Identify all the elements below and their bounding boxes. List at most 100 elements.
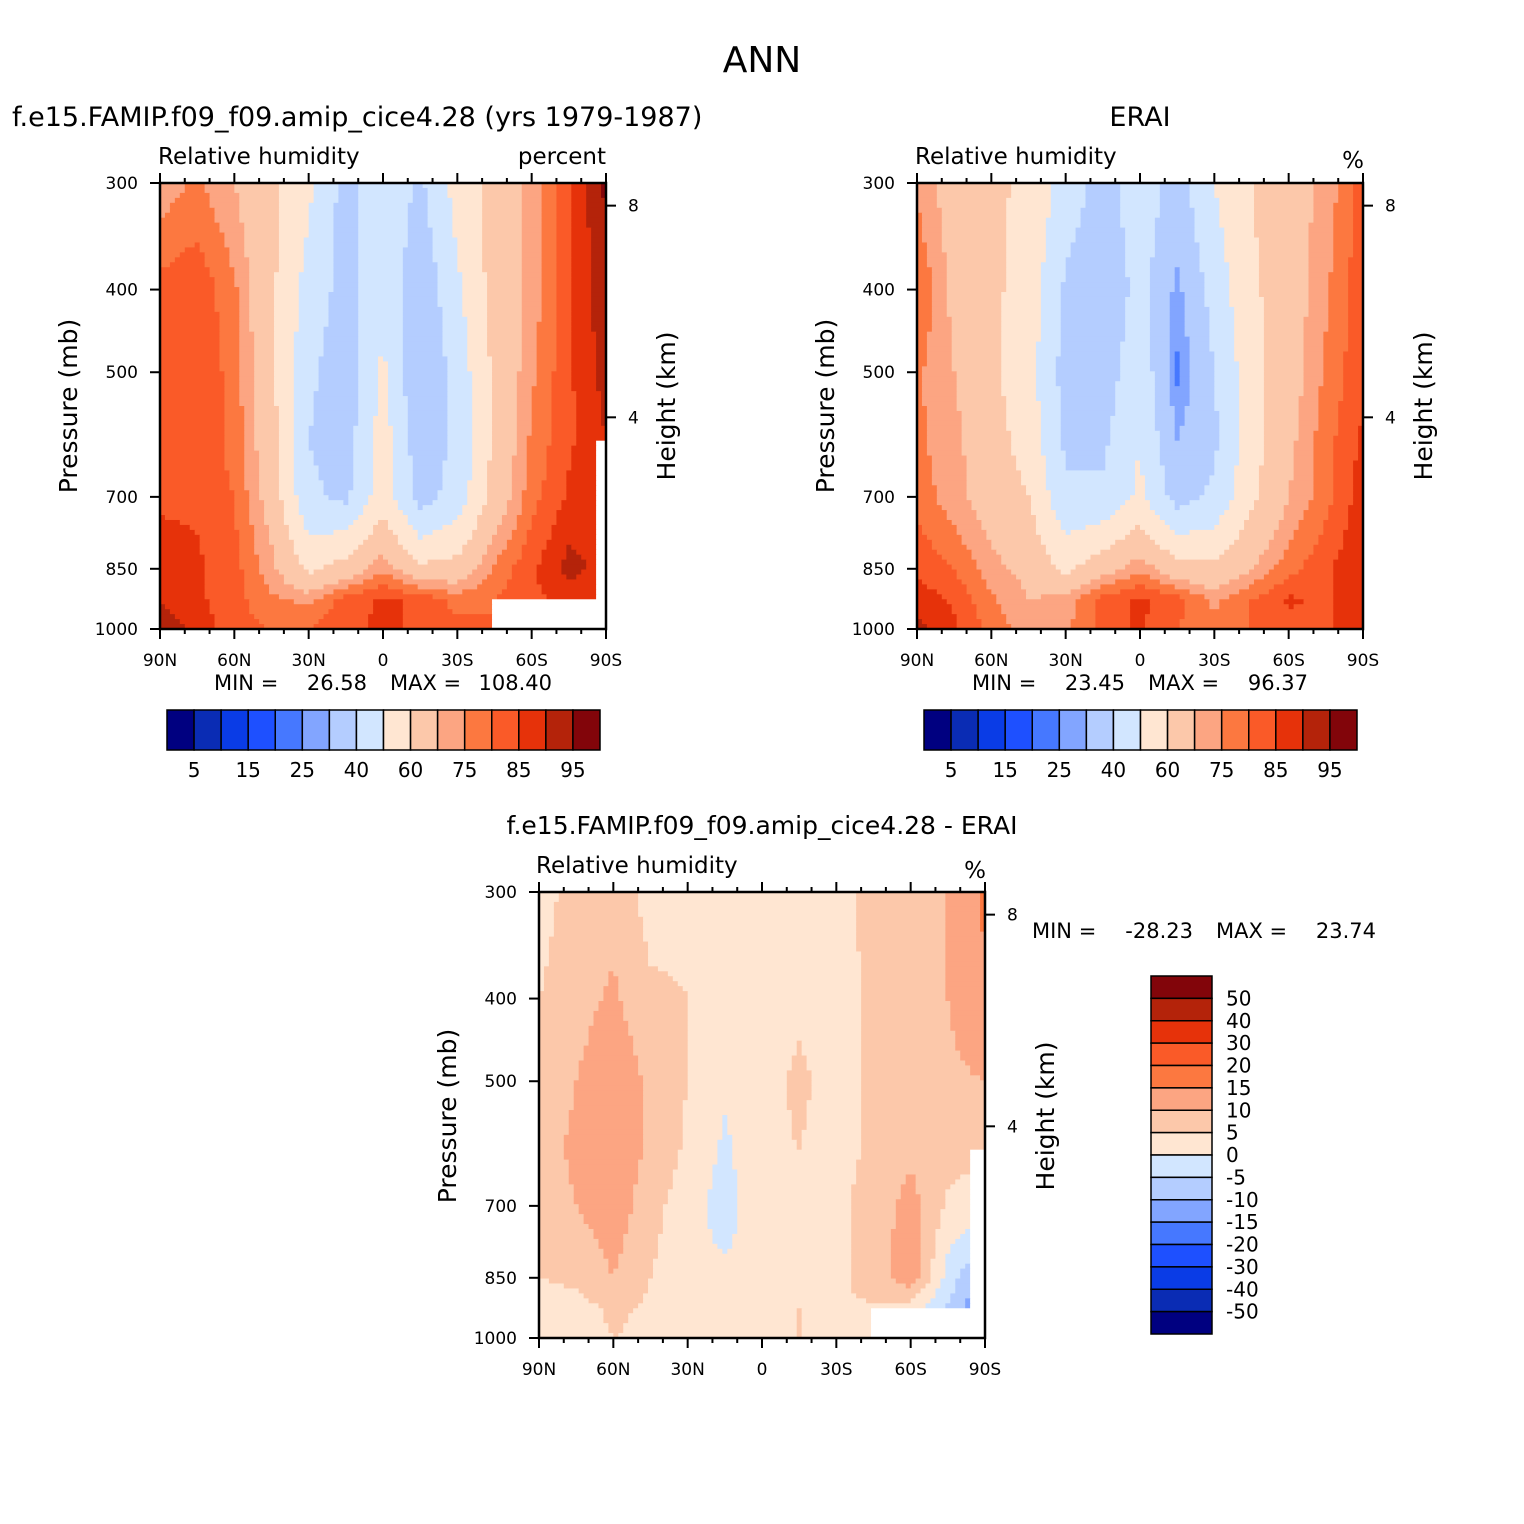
- contour-cell: [895, 1214, 922, 1220]
- contour-cell: [623, 1015, 689, 1022]
- contour-cell: [293, 410, 315, 417]
- contour-cell: [239, 544, 255, 551]
- contour-cell: [945, 911, 981, 918]
- contour-cell: [526, 435, 553, 442]
- contour-cell: [917, 485, 938, 491]
- contour-cell: [298, 277, 335, 283]
- contour-cell: [531, 430, 553, 437]
- contour-cell: [951, 361, 1002, 367]
- contour-cell: [1174, 351, 1181, 358]
- contour-cell: [1308, 292, 1329, 298]
- contour-cell: [951, 356, 1002, 362]
- contour-cell: [264, 624, 315, 630]
- contour-cell: [1318, 410, 1339, 417]
- contour-cell: [1189, 381, 1215, 387]
- contour-cell: [234, 510, 250, 516]
- contour-cell: [1045, 247, 1072, 253]
- contour-cell: [571, 187, 587, 194]
- contour-cell: [980, 926, 986, 933]
- contour-cell: [539, 981, 545, 987]
- contour-cell: [1298, 430, 1315, 437]
- contour-cell: [1006, 614, 1077, 620]
- contour-cell: [358, 187, 414, 194]
- contour-cell: [1328, 296, 1349, 303]
- contour-cell: [447, 450, 473, 457]
- contour-cell: [348, 584, 379, 590]
- contour-cell: [965, 1228, 971, 1235]
- contour-cell: [1159, 515, 1220, 521]
- contour-cell: [452, 227, 483, 234]
- contour-cell: [269, 539, 295, 546]
- contour-cell: [970, 1199, 986, 1205]
- contour-cell: [1154, 252, 1201, 258]
- contour-cell: [1065, 257, 1126, 263]
- contour-cell: [1060, 415, 1111, 422]
- contour-cell: [254, 435, 280, 442]
- contour-cell: [1060, 287, 1131, 293]
- contour-cell: [921, 529, 958, 536]
- contour-cell: [970, 1258, 986, 1265]
- contour-cell: [571, 371, 597, 377]
- contour-cell: [432, 252, 458, 258]
- contour-cell: [578, 1204, 634, 1210]
- panel-obs-left-string: Relative humidity: [915, 144, 1117, 170]
- contour-cell: [273, 564, 305, 571]
- contour-cell: [1035, 381, 1057, 387]
- contour-cell: [1001, 554, 1052, 561]
- contour-cell: [593, 1228, 629, 1235]
- contour-cell: [1258, 292, 1310, 298]
- contour-cell: [539, 1293, 585, 1299]
- contour-cell: [432, 247, 458, 253]
- contour-cell: [917, 316, 933, 323]
- contour-cell: [717, 1159, 733, 1166]
- contour-cell: [791, 1060, 808, 1067]
- contour-cell: [539, 1179, 570, 1185]
- contour-cell: [1263, 356, 1305, 362]
- contour-cell: [492, 604, 607, 610]
- contour-cell: [1144, 490, 1166, 496]
- contour-cell: [278, 262, 305, 268]
- contour-cell: [259, 559, 275, 566]
- contour-cell: [1333, 222, 1354, 229]
- contour-cell: [687, 1005, 862, 1012]
- contour-cell: [1229, 301, 1265, 308]
- contour-cell: [603, 1318, 629, 1324]
- contour-cell: [568, 1174, 639, 1181]
- contour-cell: [254, 420, 280, 427]
- contour-cell: [244, 425, 255, 432]
- contour-cell: [1323, 371, 1344, 377]
- contour-cell: [427, 559, 483, 566]
- contour-cell: [1040, 594, 1082, 600]
- contour-cell: [402, 272, 439, 278]
- contour-cell: [506, 579, 538, 585]
- contour-cell: [254, 410, 280, 417]
- contour-cell: [526, 475, 548, 481]
- contour-cell: [1060, 331, 1126, 338]
- contour-cell: [1065, 460, 1106, 467]
- contour-cell: [921, 227, 943, 234]
- contour-cell: [1179, 351, 1191, 358]
- contour-cell: [861, 1110, 986, 1116]
- contour-cell: [926, 406, 958, 412]
- contour-cell: [373, 480, 394, 486]
- contour-cell: [638, 901, 857, 908]
- contour-cell: [1234, 341, 1265, 348]
- contour-cell: [571, 301, 592, 308]
- contour-cell: [521, 287, 543, 293]
- contour-cell: [526, 440, 553, 447]
- contour-cell: [160, 232, 226, 239]
- contour-cell: [308, 529, 335, 536]
- contour-cell: [1313, 465, 1334, 472]
- contour-cell: [313, 192, 339, 199]
- contour-cell: [861, 1065, 971, 1071]
- contour-cell: [1209, 326, 1235, 333]
- contour-cell: [945, 896, 981, 903]
- y-tick-label: 700: [863, 488, 895, 508]
- contour-cell: [591, 267, 607, 273]
- contour-cell: [1348, 341, 1364, 348]
- contour-cell: [682, 1100, 788, 1106]
- contour-cell: [596, 386, 607, 392]
- contour-cell: [447, 425, 473, 432]
- contour-cell: [358, 247, 404, 253]
- contour-cell: [539, 1105, 575, 1111]
